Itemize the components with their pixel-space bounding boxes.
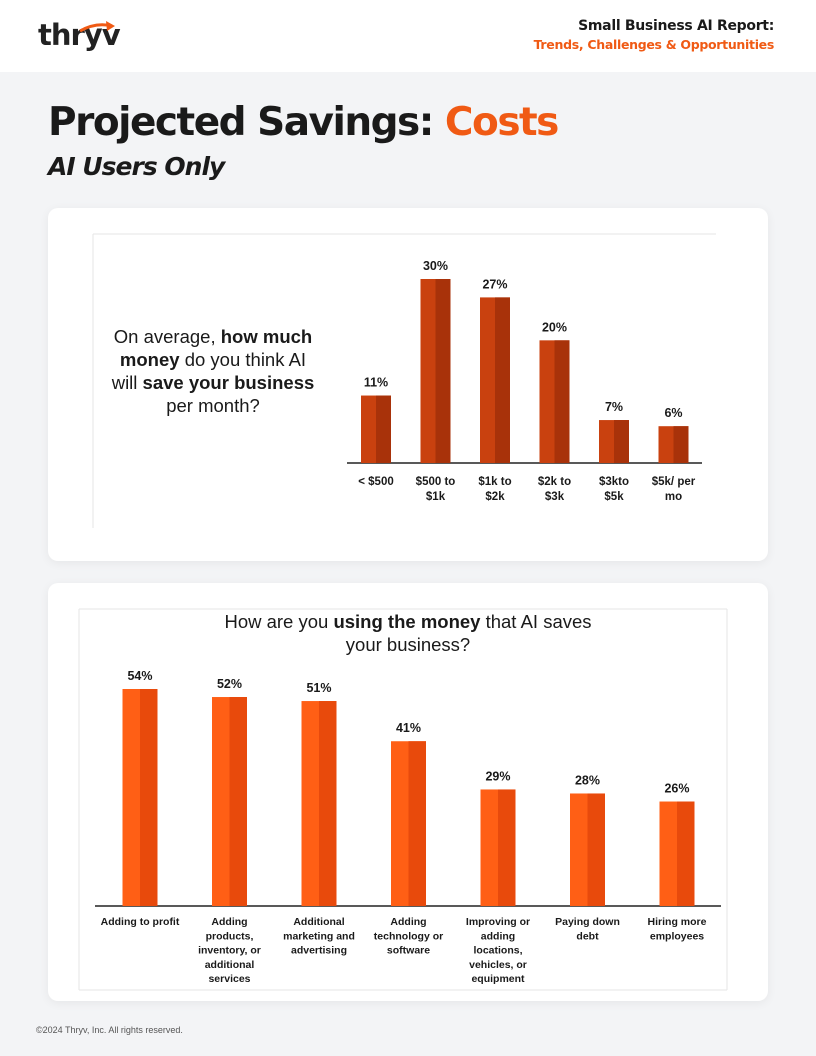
category-label-line: services <box>208 973 250 985</box>
bar-shade <box>319 701 337 906</box>
category-label-line: mo <box>665 491 682 503</box>
category-label: Adding products, inventory, or additional se… <box>198 916 261 985</box>
data-label: 41% <box>396 721 421 735</box>
report-title: Small Business AI Report: Trends, Challe… <box>533 18 775 52</box>
q2-part: How are you <box>224 611 334 632</box>
category-label-line: $5k <box>604 491 624 503</box>
category-label: $2k to $3k <box>538 476 571 503</box>
q1-part: do you think AI will <box>111 349 307 393</box>
category-label-line: $500 to <box>416 476 456 488</box>
category-label: Additional marketing and advertising <box>283 916 355 957</box>
category-label-line: Adding to profit <box>101 916 180 928</box>
page-title-accent: Costs <box>444 100 560 145</box>
question-1-text: On average, how much money do you think … <box>108 325 318 417</box>
category-label-line: $5k/ per <box>652 476 696 488</box>
category-label: $3kto $5k <box>599 476 629 503</box>
report-title-line1: Small Business AI Report: <box>578 18 774 34</box>
page-subtitle: AI Users Only <box>48 152 225 181</box>
bar-shade <box>498 789 516 906</box>
logo-arrow-icon <box>79 21 115 33</box>
data-label: 6% <box>664 406 682 420</box>
data-label: 29% <box>485 769 510 783</box>
category-label-line: $1k <box>426 491 446 503</box>
category-label-line: $3k <box>545 491 565 503</box>
category-label-line: $3kto <box>599 476 629 488</box>
category-label-line: Hiring more <box>648 916 707 928</box>
bar-shade <box>376 395 391 463</box>
category-label-line: advertising <box>291 945 347 957</box>
category-label-line: employees <box>650 930 704 942</box>
q2-part: that AI saves your business? <box>345 611 592 655</box>
bar-shade <box>673 426 689 463</box>
data-label: 20% <box>542 320 567 334</box>
data-label: 7% <box>605 400 623 414</box>
bar-shade <box>408 741 426 906</box>
category-label-line: debt <box>576 930 599 942</box>
bar-shade <box>614 420 629 463</box>
category-label-line: $1k to <box>478 476 511 488</box>
bar-shade <box>229 697 247 906</box>
data-label: 52% <box>217 677 242 691</box>
data-label: 28% <box>575 773 600 787</box>
data-label: 11% <box>364 376 388 390</box>
bar-shade <box>140 689 158 906</box>
data-label: 26% <box>664 782 689 796</box>
q1-bold: how much money <box>119 326 313 370</box>
q2-bold: using the money <box>333 611 481 632</box>
header-bar <box>0 0 816 72</box>
bar-shade <box>554 340 570 463</box>
page-title: Projected Savings: Costs <box>48 100 560 145</box>
category-label-line: locations, <box>473 945 522 957</box>
savings-amount-card <box>48 208 768 561</box>
category-label-line: adding <box>481 930 515 942</box>
data-label: 51% <box>306 681 331 695</box>
footer-copyright: ©2024 Thryv, Inc. All rights reserved. <box>36 1025 183 1035</box>
savings-usage-chart: 54% Adding to profit 52% Adding products, inv… <box>95 669 721 985</box>
category-label-line: Additional <box>293 916 344 928</box>
category-label: Adding technology or software <box>374 916 443 957</box>
category-label-line: Paying down <box>555 916 620 928</box>
savings-amount-chart: 11% < $500 30% $500 to $1k 27% $1k to $2k 20% $2k… <box>347 259 702 503</box>
bar-shade <box>587 793 605 906</box>
category-label-line: technology or <box>374 930 443 942</box>
category-label: $1k to $2k <box>478 476 511 503</box>
category-label-line: vehicles, or <box>469 959 527 971</box>
category-label-line: software <box>387 945 430 957</box>
category-label-line: $2k <box>485 491 505 503</box>
category-label: $5k/ per mo <box>652 476 696 503</box>
data-label: 27% <box>482 277 507 291</box>
category-label-line: < $500 <box>358 476 394 488</box>
category-label-line: Adding <box>211 916 247 928</box>
category-label: Improving or adding locations, vehicles, or… <box>466 916 530 985</box>
category-label-line: Improving or <box>466 916 530 928</box>
category-label: < $500 <box>358 476 394 488</box>
category-label-line: Adding <box>390 916 426 928</box>
report-title-line2: Trends, Challenges & Opportunities <box>533 37 775 52</box>
q1-part: On average, <box>113 326 221 347</box>
category-label-line: products, <box>206 930 254 942</box>
page-title-main: Projected Savings: <box>48 100 445 145</box>
category-label: $500 to $1k <box>416 476 456 503</box>
category-label-line: inventory, or <box>198 945 261 957</box>
data-label: 54% <box>127 669 152 683</box>
bar-shade <box>495 297 510 463</box>
category-label: Adding to profit <box>101 916 180 928</box>
category-label-line: equipment <box>471 973 525 985</box>
category-label-line: marketing and <box>283 930 355 942</box>
q1-bold: save your business <box>142 372 315 393</box>
bar-shade <box>677 801 695 906</box>
data-label: 30% <box>423 259 448 273</box>
category-label: Hiring more employees <box>648 916 707 942</box>
q1-part: per month? <box>166 395 260 416</box>
bar-shade <box>435 279 451 463</box>
category-label-line: $2k to <box>538 476 571 488</box>
category-label-line: additional <box>205 959 255 971</box>
category-label: Paying down debt <box>555 916 620 942</box>
question-2-text: How are you using the money that AI save… <box>208 610 608 656</box>
